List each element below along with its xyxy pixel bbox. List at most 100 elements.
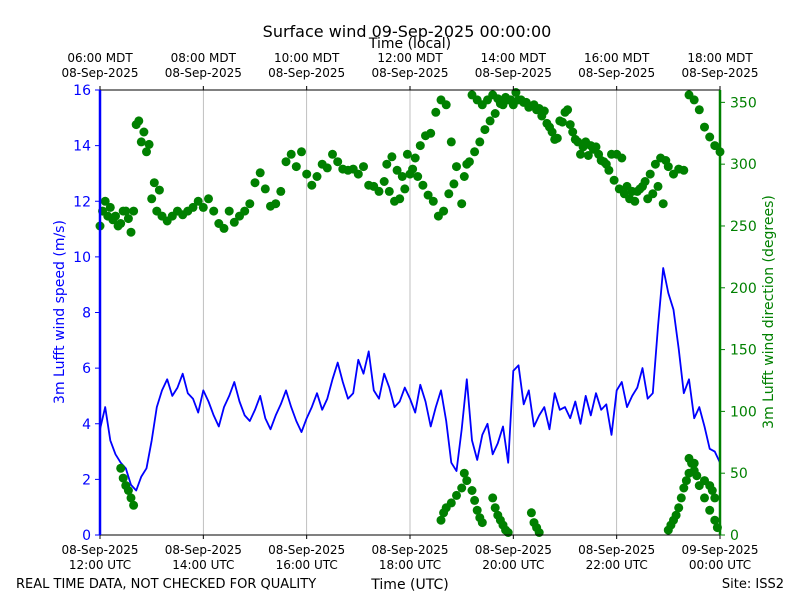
right-axis-label: 3m Lufft wind direction (degrees): [761, 195, 777, 429]
wind-direction-point: [547, 127, 557, 137]
left-tick-label: 10: [73, 250, 91, 266]
left-tick-label: 0: [82, 528, 91, 544]
wind-direction-point: [333, 157, 343, 167]
wind-direction-point: [452, 162, 461, 172]
top-tick-time: 10:00 MDT: [274, 51, 340, 65]
wind-direction-point: [594, 149, 604, 159]
chart-title: Surface wind 09-Sep-2025 00:00:00: [263, 22, 552, 41]
x-tick-date: 09-Sep-2025: [681, 543, 758, 557]
wind-direction-point: [312, 172, 322, 181]
site-label: Site: ISS2: [722, 577, 784, 592]
wind-direction-point: [113, 221, 123, 231]
wind-direction-point: [710, 493, 720, 503]
top-tick-date: 08-Sep-2025: [371, 66, 448, 80]
left-tick-label: 6: [82, 361, 91, 377]
wind-direction-point: [470, 495, 480, 505]
wind-direction-point: [441, 100, 451, 110]
wind-direction-point: [462, 476, 472, 486]
wind-direction-point: [397, 172, 407, 181]
wind-direction-point: [209, 206, 219, 216]
right-tick-label: 200: [730, 281, 757, 297]
wind-direction-point: [705, 132, 715, 142]
wind-direction-point: [142, 147, 151, 157]
wind-direction-point: [129, 500, 139, 510]
right-tick-label: 300: [730, 157, 757, 173]
wind-direction-point: [439, 206, 449, 216]
wind-direction-point: [379, 177, 389, 186]
wind-direction-point: [511, 88, 521, 97]
left-tick-label: 12: [73, 194, 91, 210]
wind-direction-point: [506, 95, 516, 105]
plot-series: [95, 88, 725, 537]
grid-lines: [202, 90, 618, 535]
wind-direction-point: [410, 153, 420, 163]
quality-disclaimer: REAL TIME DATA, NOT CHECKED FOR QUALITY: [16, 577, 316, 592]
wind-direction-point: [271, 199, 281, 209]
wind-direction-point: [123, 214, 133, 224]
wind-direction-point: [470, 147, 480, 157]
top-tick-time: 16:00 MDT: [584, 51, 650, 65]
wind-direction-point: [428, 196, 438, 206]
wind-direction-point: [707, 486, 717, 495]
top-tick-date: 08-Sep-2025: [61, 66, 138, 80]
wind-direction-point: [472, 505, 482, 515]
wind-direction-point: [219, 223, 229, 233]
right-tick-label: 250: [730, 219, 757, 235]
left-axis-label: 3m Lufft wind speed (m/s): [52, 220, 68, 404]
wind-direction-point: [297, 147, 306, 157]
wind-direction-point: [105, 202, 115, 212]
wind-direction-point: [532, 105, 542, 115]
top-tick-date: 08-Sep-2025: [165, 66, 242, 80]
left-tick-label: 2: [82, 472, 91, 488]
right-tick-label: 350: [730, 95, 757, 111]
wind-direction-point: [116, 463, 126, 473]
wind-direction-point: [568, 127, 578, 137]
wind-direction-point: [382, 159, 392, 169]
x-tick-date: 08-Sep-2025: [165, 543, 242, 557]
wind-direction-point: [583, 151, 593, 160]
wind-direction-point: [689, 95, 699, 105]
wind-direction-point: [126, 493, 136, 503]
wind-direction-point: [477, 518, 487, 528]
wind-direction-point: [408, 164, 418, 174]
x-tick-date: 08-Sep-2025: [61, 543, 138, 557]
wind-direction-point: [459, 468, 469, 478]
wind-direction-point: [198, 202, 208, 212]
wind-direction-point: [658, 199, 668, 209]
wind-direction-point: [129, 206, 139, 216]
top-axis-label: Time (local): [368, 36, 451, 52]
wind-direction-point: [392, 165, 402, 175]
wind-direction-point: [260, 184, 270, 194]
wind-direction-point: [710, 141, 720, 151]
x-tick-time: 16:00 UTC: [276, 558, 338, 572]
wind-direction-point: [565, 120, 575, 130]
wind-direction-point: [449, 179, 459, 189]
wind-direction-point: [100, 196, 110, 206]
wind-direction-point: [291, 162, 301, 172]
wind-direction-point: [650, 159, 660, 169]
left-tick-label: 14: [73, 139, 91, 155]
wind-direction-point: [679, 483, 689, 493]
wind-direction-point: [459, 172, 469, 181]
wind-direction-point: [480, 125, 490, 135]
x-axis-label: Time (UTC): [370, 577, 448, 593]
wind-direction-point: [710, 515, 720, 525]
wind-direction-point: [118, 473, 128, 483]
x-tick-time: 20:00 UTC: [482, 558, 544, 572]
top-tick-time: 14:00 MDT: [481, 51, 547, 65]
wind-direction-point: [154, 185, 164, 195]
wind-direction-point: [681, 476, 691, 486]
top-tick-time: 18:00 MDT: [687, 51, 753, 65]
wind-direction-point: [281, 157, 291, 167]
x-tick-date: 08-Sep-2025: [578, 543, 655, 557]
wind-direction-point: [387, 152, 397, 162]
wind-direction-point: [700, 122, 709, 132]
wind-direction-point: [490, 503, 500, 513]
right-tick-label: 50: [730, 466, 748, 482]
x-tick-time: 22:00 UTC: [586, 558, 648, 572]
wind-direction-point: [402, 149, 412, 159]
wind-direction-point: [676, 493, 686, 503]
wind-direction-point: [426, 128, 436, 138]
